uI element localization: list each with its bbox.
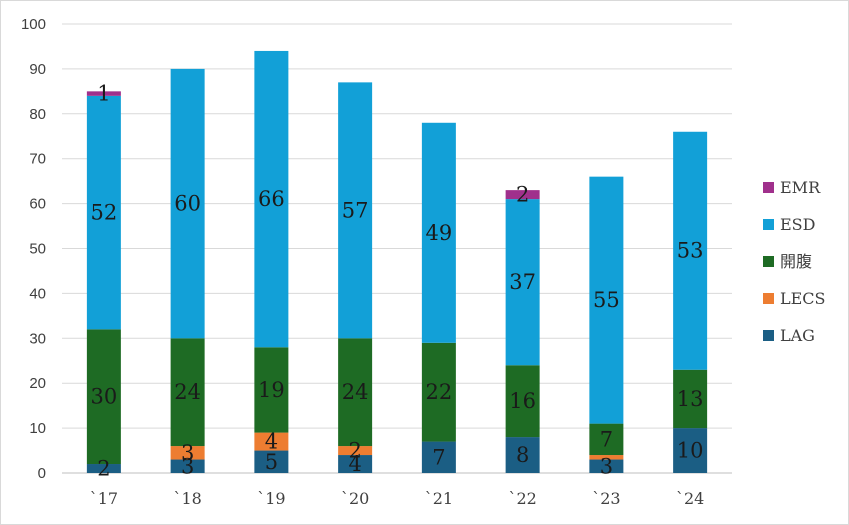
y-tick-label: 30 — [29, 330, 46, 347]
x-tick-label: `19 — [257, 489, 285, 508]
data-label: 37 — [509, 270, 536, 294]
data-label: 7 — [600, 427, 613, 451]
legend-swatch — [763, 256, 774, 267]
legend-swatch — [763, 330, 774, 341]
data-label: 57 — [342, 198, 369, 222]
data-label: 30 — [91, 385, 118, 409]
y-axis-ticks: 0 10 20 30 40 50 60 70 80 90 100 — [21, 16, 46, 482]
bar-segment — [589, 423, 624, 456]
bar-segment — [170, 446, 205, 460]
bar-segment — [589, 455, 624, 460]
y-tick-label: 20 — [29, 375, 46, 392]
data-label: 3 — [600, 454, 613, 478]
y-tick-label: 60 — [29, 196, 46, 213]
data-label: 2 — [516, 183, 529, 207]
y-tick-label: 10 — [29, 420, 46, 437]
bar-segment — [170, 338, 205, 447]
bar-segment — [338, 446, 373, 456]
bar-segment — [86, 91, 121, 96]
legend-label: LAG — [780, 326, 815, 345]
data-label: 4 — [265, 430, 278, 454]
data-label: 24 — [342, 380, 369, 404]
x-tick-label: `22 — [508, 489, 536, 508]
data-label: 10 — [677, 439, 704, 463]
bar-segment — [170, 459, 205, 473]
bar-segment — [254, 50, 289, 348]
data-label: 16 — [509, 389, 536, 413]
legend-swatch — [763, 182, 774, 193]
data-label: 4 — [348, 452, 361, 476]
y-tick-label: 100 — [21, 16, 46, 33]
data-label: 1 — [97, 82, 110, 106]
legend-swatch — [763, 219, 774, 230]
bar-segment — [505, 190, 540, 200]
x-tick-label: `24 — [676, 489, 704, 508]
bar-segment — [505, 437, 540, 473]
bar-segment — [254, 432, 289, 451]
y-tick-label: 90 — [29, 61, 46, 78]
bar-segment — [421, 122, 456, 343]
bar-segment — [338, 82, 373, 339]
data-labels: 2305213324605419664224577224981637237551… — [91, 82, 704, 481]
data-label: 7 — [432, 445, 445, 469]
bar-segment — [673, 369, 708, 429]
data-label: 5 — [265, 450, 278, 474]
legend-label: ESD — [780, 215, 815, 234]
y-tick-label: 50 — [29, 241, 46, 258]
bar-segment — [673, 131, 708, 370]
bar-segment — [589, 459, 624, 473]
bar-segment — [421, 342, 456, 442]
bars — [86, 50, 708, 473]
data-label: 66 — [258, 187, 285, 211]
legend-label: 開腹 — [780, 252, 812, 271]
x-tick-label: `23 — [592, 489, 620, 508]
legend-label: EMR — [780, 178, 821, 197]
data-label: 2 — [97, 457, 110, 481]
data-label: 24 — [174, 380, 201, 404]
legend-label: LECS — [780, 289, 826, 308]
bar-segment — [170, 68, 205, 339]
bar-segment — [673, 428, 708, 473]
x-tick-label: `20 — [341, 489, 369, 508]
data-label: 3 — [181, 441, 194, 465]
bar-segment — [505, 365, 540, 438]
grid-lines — [62, 23, 732, 474]
y-tick-label: 70 — [29, 151, 46, 168]
x-tick-label: `17 — [90, 489, 118, 508]
bar-segment — [86, 329, 121, 465]
data-label: 55 — [593, 288, 620, 312]
bar-segment — [589, 176, 624, 424]
bar-segment — [86, 95, 121, 330]
x-tick-label: `18 — [173, 489, 201, 508]
data-label: 13 — [677, 387, 704, 411]
y-tick-label: 0 — [38, 465, 46, 482]
x-tick-label: `21 — [425, 489, 453, 508]
x-axis-ticks: `17 `18 `19 `20 `21 `22 `23 `24 — [90, 489, 705, 508]
data-label: 52 — [91, 201, 118, 225]
bar-segment — [254, 450, 289, 473]
y-tick-label: 40 — [29, 285, 46, 302]
data-label: 3 — [181, 454, 194, 478]
data-label: 53 — [677, 239, 704, 263]
bar-segment — [254, 347, 289, 433]
legend: EMR ESD 開腹 LECS LAG — [763, 178, 826, 345]
bar-segment — [505, 199, 540, 366]
legend-swatch — [763, 293, 774, 304]
bar-segment — [338, 455, 373, 473]
data-label: 22 — [426, 380, 453, 404]
data-label: 60 — [174, 192, 201, 216]
data-label: 19 — [258, 378, 285, 402]
data-label: 2 — [348, 439, 361, 463]
data-label: 8 — [516, 443, 529, 467]
data-label: 49 — [426, 221, 453, 245]
bar-segment — [338, 338, 373, 447]
bar-segment — [421, 441, 456, 473]
y-tick-label: 80 — [29, 106, 46, 123]
bar-segment — [86, 464, 121, 473]
